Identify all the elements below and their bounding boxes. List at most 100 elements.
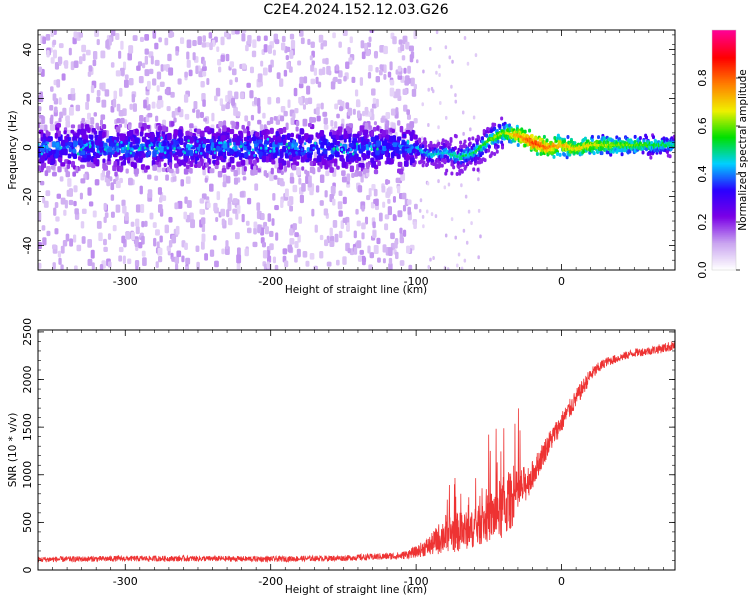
spectrogram-cell (168, 239, 173, 248)
spectrogram-cell (364, 106, 369, 115)
spectrogram-cell (382, 201, 386, 208)
spectrogram-cell (279, 78, 284, 87)
spectrogram-cell (392, 213, 396, 222)
spectrogram-cell (68, 141, 72, 147)
spectrogram-cell (38, 148, 41, 154)
colorbar-band (712, 60, 736, 63)
spectrogram-cell (317, 166, 321, 173)
spectrogram-cell (302, 104, 306, 110)
spectrogram-cell (421, 163, 425, 168)
spectrogram-cell (296, 248, 301, 258)
spectrogram-cell (389, 61, 393, 71)
spectrogram-cell (310, 78, 316, 85)
spectrogram-cell (182, 150, 185, 154)
snr-xlabel: Height of straight line (km) (285, 584, 427, 596)
spectrogram-cell (299, 194, 304, 204)
spectrogram-cell (410, 77, 415, 87)
spectrogram-cell (430, 86, 434, 91)
spectrogram-cell (338, 210, 343, 217)
spectrogram-cell (366, 42, 372, 48)
colorbar-tick-label: 0.8 (696, 69, 709, 87)
spectrogram-cell (263, 44, 268, 53)
spectrogram-cell (221, 167, 227, 173)
spectrogram-cell (173, 147, 176, 151)
x-tick-label: -100 (404, 575, 429, 588)
spectrogram-cell (206, 143, 211, 151)
spectrogram-cell (401, 192, 407, 200)
spectrogram-cell (81, 44, 87, 53)
colorbar-band (712, 216, 736, 219)
spectrogram-cell (538, 137, 542, 142)
spectrogram-cell (429, 46, 432, 51)
spectrogram-cell (320, 42, 324, 50)
spectrogram-cell (244, 151, 249, 158)
spectrogram-cell (403, 67, 407, 74)
spectrogram-cell (294, 232, 299, 238)
spectrogram-cell (179, 37, 185, 44)
spectrogram-cell (409, 157, 415, 163)
spectrogram-cell (451, 59, 454, 64)
spectrogram-cell (96, 39, 100, 46)
spectrogram-cell (38, 212, 42, 221)
spectrogram-cell (649, 155, 653, 160)
y-tick-label: -20 (21, 188, 34, 206)
spectrogram-cell (98, 232, 103, 242)
spectrogram-cell (345, 155, 350, 163)
spectrogram-cell (116, 131, 120, 137)
spectrogram-cell (368, 36, 372, 43)
spectrogram-cell (388, 247, 393, 257)
spectrogram-cell (628, 149, 632, 154)
colorbar-band (712, 242, 736, 245)
spectrogram-cell (316, 147, 321, 155)
spectrogram-cell (273, 115, 277, 121)
spectrogram-cell (296, 167, 301, 176)
spectrogram-cell (338, 230, 343, 239)
colorbar-band (712, 70, 736, 73)
colorbar-band (712, 194, 736, 197)
spectrogram-cell (293, 144, 298, 151)
spectrogram-cell (444, 45, 448, 50)
spectrogram-cell (67, 94, 72, 100)
spectrogram-cell (461, 163, 465, 168)
spectrogram-cell (397, 161, 403, 168)
spectrogram-cell (251, 136, 257, 142)
spectrogram-cell (269, 127, 274, 135)
spectrogram-cell (236, 152, 241, 157)
colorbar-band (712, 104, 736, 107)
spectrogram-cell (54, 106, 58, 113)
spectrogram-cell (162, 125, 166, 132)
spectrogram-cell (239, 191, 245, 198)
spectrogram-cell (73, 185, 78, 193)
spectrogram-cell (183, 162, 187, 167)
spectrogram-cell (352, 108, 356, 115)
spectrogram-cell (253, 227, 257, 235)
spectrogram-cell (146, 132, 152, 138)
spectrogram-cell (298, 216, 302, 224)
spectrogram-cell (94, 30, 100, 37)
colorbar-band (712, 110, 736, 113)
spectrogram-cell (216, 46, 220, 53)
spectrogram-cell (283, 69, 288, 77)
spectrogram-cell (154, 175, 159, 181)
spectrogram-cell (213, 235, 217, 241)
spectrogram-cell (252, 241, 258, 248)
spectrogram-cell (422, 155, 426, 160)
spectrogram-cell (369, 30, 375, 33)
spectrogram-cell (311, 208, 315, 217)
spectrogram-cell (297, 60, 302, 66)
spectrogram-cell (236, 161, 241, 167)
spectrogram-cell (523, 129, 527, 134)
spectrogram-cell (38, 152, 42, 158)
spectrogram-cell (42, 36, 47, 45)
spectrogram-cell (175, 263, 179, 270)
spectrogram-cell (330, 81, 336, 90)
spectrogram-cell (56, 193, 61, 199)
spectrogram-cell (221, 104, 226, 112)
spectrogram-cell (42, 153, 47, 159)
spectrogram-cell (62, 239, 68, 247)
spectrogram-cell (104, 145, 107, 149)
spectrogram-cell (45, 190, 51, 197)
spectrogram-cell (422, 69, 425, 74)
spectrogram-cell (133, 168, 139, 175)
spectrogram-cell (304, 133, 309, 140)
